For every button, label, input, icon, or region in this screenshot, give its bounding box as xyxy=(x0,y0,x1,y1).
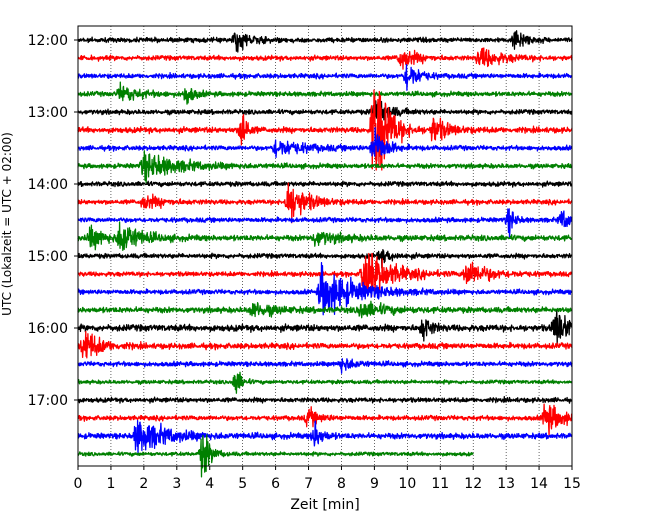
x-tick-label: 7 xyxy=(304,476,313,492)
y-tick-label: 16:00 xyxy=(28,321,68,337)
x-axis: 0 1 2 3 4 5 6 7 8 9 10 11 12 13 14 15 xyxy=(74,466,581,492)
x-tick-label: 3 xyxy=(172,476,181,492)
trace-1515 xyxy=(77,252,573,298)
y-tick-label: 17:00 xyxy=(28,393,68,409)
x-tick-label: 0 xyxy=(74,476,83,492)
trace-1430 xyxy=(77,208,573,239)
x-tick-label: 4 xyxy=(205,476,214,492)
trace-1215 xyxy=(77,47,573,70)
trace-1715 xyxy=(77,403,573,438)
trace-1345 xyxy=(77,150,573,184)
x-tick-label: 12 xyxy=(464,476,482,492)
x-tick-label: 13 xyxy=(497,476,515,492)
trace-layer xyxy=(77,30,573,478)
plot-frame xyxy=(77,25,573,467)
y-tick-label: 15:00 xyxy=(28,249,68,265)
trace-1615 xyxy=(77,330,573,359)
trace-1230 xyxy=(77,64,573,91)
x-tick-label: 6 xyxy=(271,476,280,492)
trace-1245 xyxy=(77,81,573,105)
trace-1315 xyxy=(77,89,573,171)
y-tick-label: 12:00 xyxy=(28,33,68,49)
trace-1300 xyxy=(77,100,573,122)
x-tick-label: 2 xyxy=(139,476,148,492)
trace-1745 xyxy=(77,434,474,478)
trace-1545 xyxy=(77,300,573,319)
trace-1730 xyxy=(77,420,573,456)
x-tick-label: 9 xyxy=(370,476,379,492)
trace-1330 xyxy=(77,127,573,159)
x-tick-label: 15 xyxy=(563,476,581,492)
y-axis-label: UTC (Lokalzeit = UTC + 02:00) xyxy=(0,132,14,316)
x-tick-label: 1 xyxy=(106,476,115,492)
trace-1630 xyxy=(77,358,573,374)
x-tick-label: 8 xyxy=(337,476,346,492)
trace-1400 xyxy=(77,180,573,188)
x-tick-label: 14 xyxy=(530,476,548,492)
y-axis: 12:00 13:00 14:00 15:00 16:00 17:00 xyxy=(28,33,78,409)
trace-1645 xyxy=(77,371,573,394)
x-axis-label: Zeit [min] xyxy=(290,497,359,513)
x-tick-label: 5 xyxy=(238,476,247,492)
trace-1600 xyxy=(77,310,573,346)
x-tick-label: 11 xyxy=(431,476,449,492)
trace-1445 xyxy=(77,221,573,251)
y-tick-label: 14:00 xyxy=(28,177,68,193)
y-tick-label: 13:00 xyxy=(28,105,68,121)
trace-1415 xyxy=(77,182,573,224)
x-tick-label: 10 xyxy=(398,476,416,492)
trace-1700 xyxy=(77,396,573,404)
trace-1200 xyxy=(77,30,573,53)
trace-1500 xyxy=(77,249,573,269)
grid-layer xyxy=(110,26,540,466)
